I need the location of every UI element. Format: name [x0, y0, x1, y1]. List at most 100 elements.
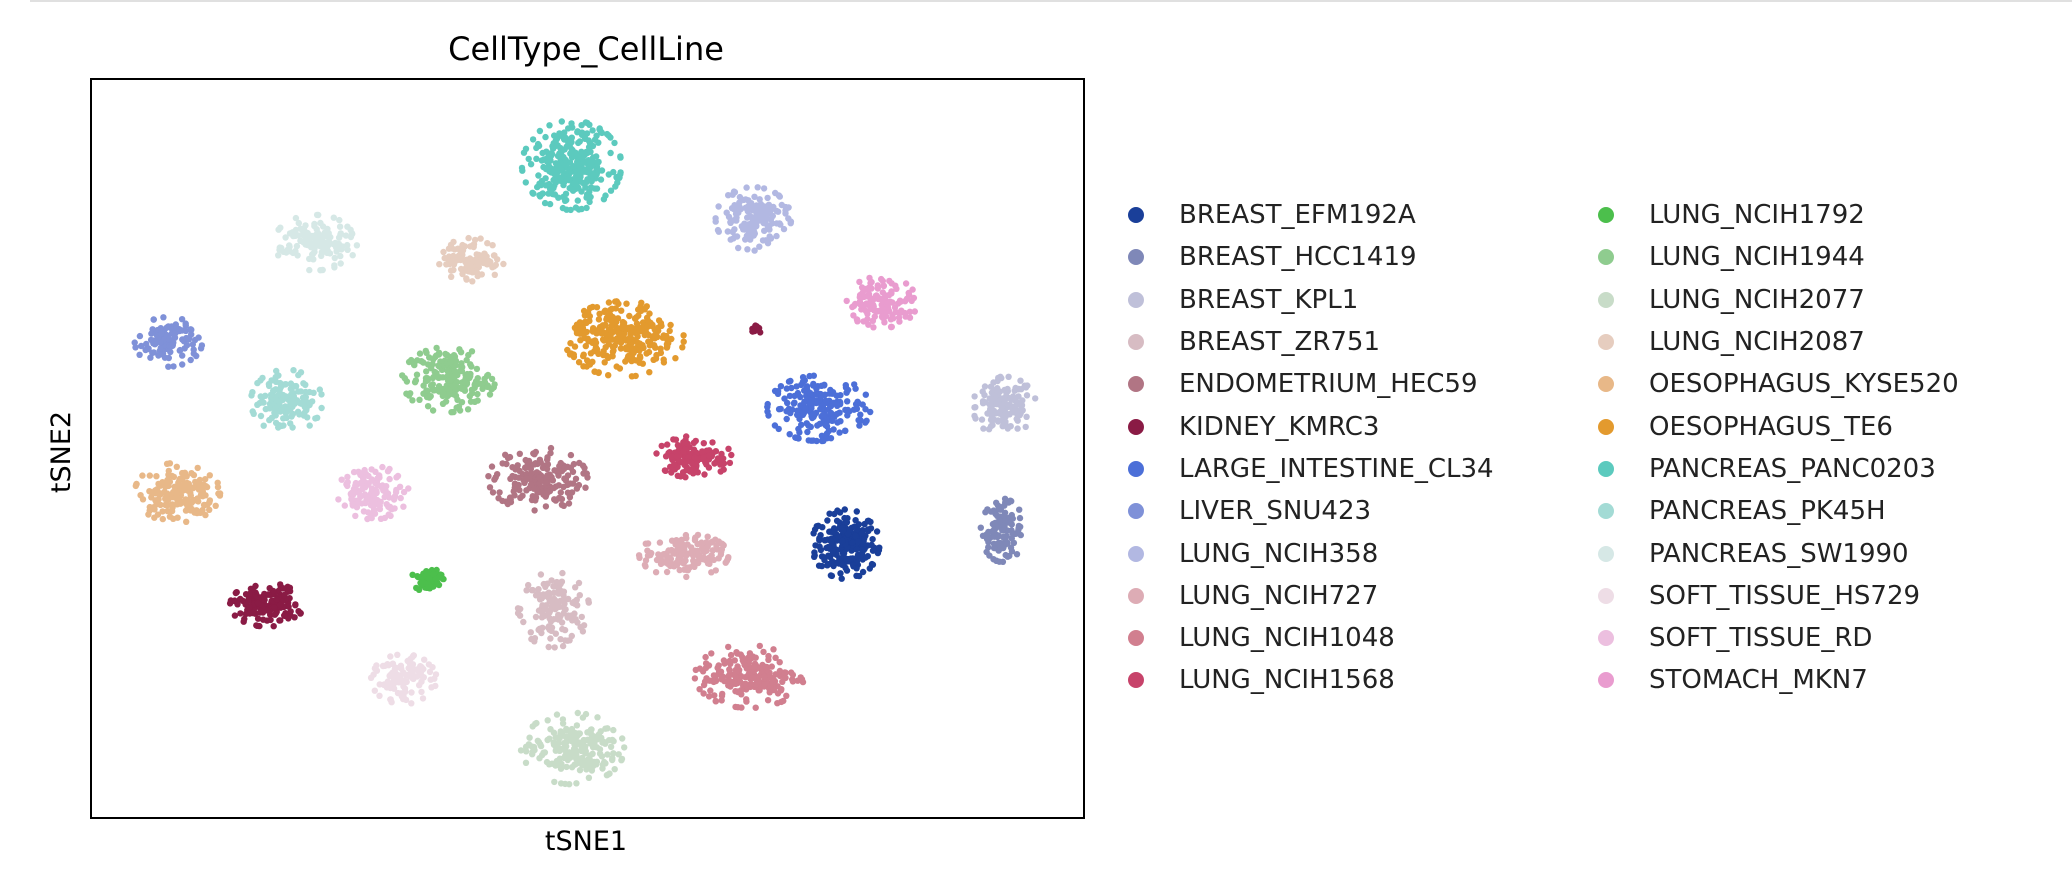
- point-breast-zr751: [528, 587, 536, 594]
- point-breast-kpl1: [1001, 411, 1008, 419]
- point-stomach-mkn7: [903, 295, 911, 302]
- legend-label-large-intestine-cl34: LARGE_INTESTINE_CL34: [1179, 453, 1494, 484]
- point-lung-ncih1048: [761, 681, 768, 688]
- point-breast-zr751: [547, 635, 554, 642]
- legend-label-lung-ncih1944: LUNG_NCIH1944: [1649, 242, 1865, 273]
- point-pancreas-sw1990: [292, 214, 300, 222]
- point-pancreas-pk45h: [277, 384, 284, 391]
- point-lung-ncih2077: [605, 771, 612, 778]
- point-liver-snu423: [150, 316, 157, 323]
- point-large-intestine-cl34: [790, 400, 798, 407]
- point-pancreas-panc0203: [562, 156, 569, 164]
- point-large-intestine-cl34: [794, 411, 801, 419]
- point-lung-ncih2087: [494, 256, 501, 263]
- point-soft-tissue-rd: [368, 485, 376, 492]
- point-liver-snu423: [157, 325, 164, 332]
- point-breast-hcc1419: [990, 544, 998, 552]
- point-large-intestine-cl34: [787, 377, 794, 385]
- point-large-intestine-cl34: [804, 428, 811, 436]
- scatter-points: [131, 118, 1039, 788]
- point-large-intestine-cl34: [829, 417, 836, 424]
- point-pancreas-pk45h: [295, 388, 302, 395]
- point-oesophagus-te6: [635, 306, 642, 313]
- point-lung-ncih2077: [563, 727, 570, 734]
- point-pancreas-panc0203: [583, 204, 590, 212]
- point-breast-efm192a: [815, 522, 822, 529]
- point-pancreas-panc0203: [576, 161, 583, 168]
- point-lung-ncih1568: [701, 471, 708, 478]
- point-oesophagus-kyse520: [181, 469, 189, 476]
- point-pancreas-panc0203: [572, 149, 579, 156]
- point-oesophagus-te6: [623, 300, 630, 307]
- point-lung-ncih2087: [481, 250, 488, 257]
- point-soft-tissue-rd: [393, 486, 400, 494]
- point-pancreas-panc0203: [607, 187, 615, 194]
- point-breast-kpl1: [971, 404, 978, 411]
- point-lung-ncih1568: [693, 468, 700, 475]
- point-pancreas-sw1990: [294, 252, 301, 259]
- point-pancreas-sw1990: [300, 239, 307, 246]
- point-breast-kpl1: [1018, 401, 1025, 408]
- point-lung-ncih727: [704, 533, 711, 540]
- point-liver-snu423: [148, 330, 155, 337]
- point-large-intestine-cl34: [796, 429, 803, 436]
- point-pancreas-panc0203: [563, 206, 570, 213]
- legend-label-lung-ncih2077: LUNG_NCIH2077: [1649, 284, 1865, 315]
- point-lung-ncih2077: [573, 760, 580, 767]
- point-pancreas-pk45h: [303, 407, 310, 414]
- point-kidney-kmrc3: [270, 623, 277, 630]
- point-breast-efm192a: [811, 552, 818, 559]
- point-soft-tissue-rd: [390, 496, 398, 503]
- point-soft-tissue-rd: [352, 512, 359, 520]
- point-oesophagus-te6: [658, 322, 665, 330]
- point-oesophagus-te6: [624, 355, 631, 362]
- point-breast-zr751: [575, 579, 583, 587]
- point-lung-ncih727: [680, 559, 687, 566]
- point-lung-ncih2077: [571, 729, 579, 737]
- point-lung-ncih358: [728, 205, 736, 212]
- point-pancreas-pk45h: [302, 388, 309, 396]
- point-pancreas-pk45h: [291, 383, 298, 390]
- point-lung-ncih1048: [774, 690, 782, 697]
- point-lung-ncih2077: [594, 714, 601, 721]
- point-oesophagus-te6: [606, 311, 614, 318]
- point-endometrium-hec59: [583, 470, 590, 477]
- point-lung-ncih1568: [684, 440, 691, 447]
- point-lung-ncih2077: [550, 741, 558, 748]
- point-breast-zr751: [548, 597, 555, 604]
- point-pancreas-pk45h: [260, 422, 267, 429]
- point-liver-snu423: [172, 329, 179, 337]
- point-breast-zr751: [532, 592, 540, 599]
- point-oesophagus-te6: [599, 322, 607, 329]
- point-breast-zr751: [557, 597, 564, 604]
- point-oesophagus-te6: [612, 318, 620, 326]
- point-endometrium-hec59: [506, 453, 514, 461]
- point-oesophagus-kyse520: [202, 492, 209, 499]
- point-soft-tissue-hs729: [388, 699, 395, 706]
- point-breast-zr751: [551, 644, 558, 651]
- point-stomach-mkn7: [890, 315, 897, 322]
- point-breast-zr751: [574, 619, 581, 626]
- point-lung-ncih2087: [448, 273, 455, 280]
- point-lung-ncih2087: [465, 234, 472, 242]
- point-large-intestine-cl34: [852, 385, 859, 392]
- point-lung-ncih1944: [429, 407, 437, 414]
- point-oesophagus-te6: [622, 345, 630, 353]
- point-lung-ncih727: [682, 531, 690, 539]
- point-endometrium-hec59: [549, 477, 557, 484]
- point-kidney-kmrc3: [226, 600, 234, 607]
- legend-marker-oesophagus-kyse520: [1598, 376, 1614, 393]
- point-breast-zr751: [568, 612, 575, 619]
- point-pancreas-sw1990: [330, 241, 337, 248]
- point-oesophagus-te6: [655, 317, 663, 324]
- point-oesophagus-te6: [653, 351, 660, 359]
- point-breast-zr751: [559, 642, 567, 650]
- point-breast-zr751: [542, 583, 549, 590]
- point-lung-ncih1568: [711, 460, 718, 467]
- point-large-intestine-cl34: [777, 383, 785, 390]
- point-lung-ncih1568: [683, 467, 690, 474]
- legend-label-lung-ncih1568: LUNG_NCIH1568: [1179, 665, 1395, 696]
- point-breast-efm192a: [825, 560, 832, 568]
- point-pancreas-panc0203: [549, 145, 557, 152]
- point-pancreas-panc0203: [536, 127, 544, 135]
